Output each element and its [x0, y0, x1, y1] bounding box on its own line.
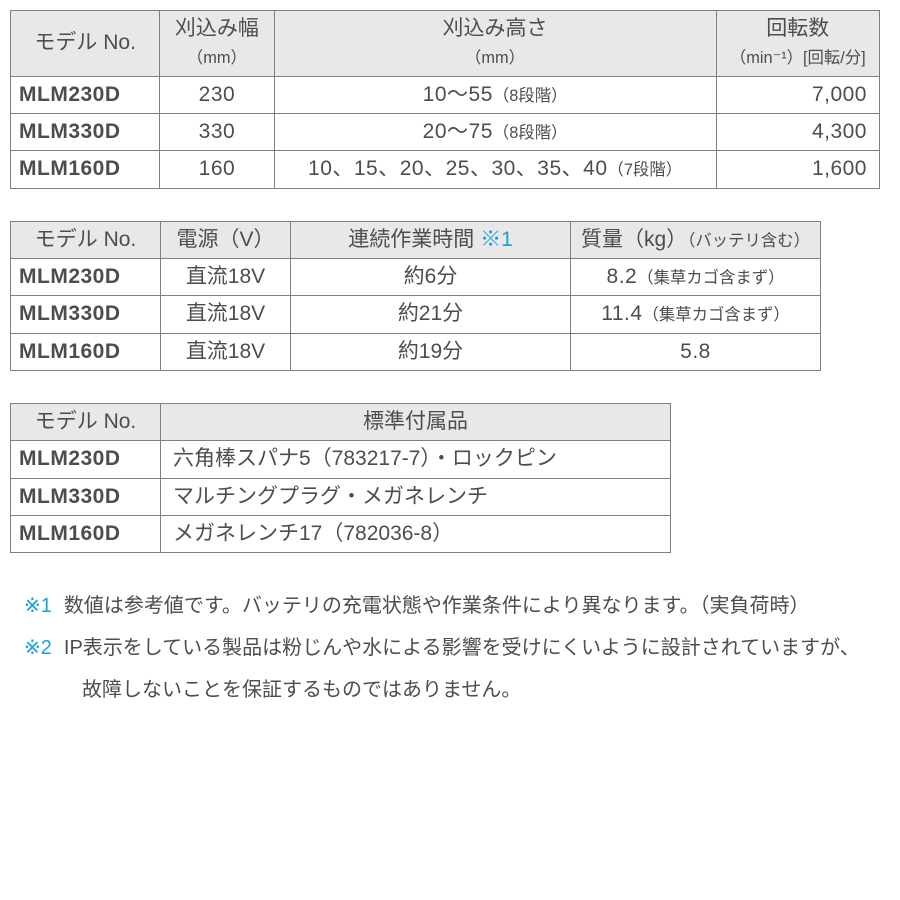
table-row: MLM330Dマルチングプラグ・メガネレンチ: [11, 478, 671, 515]
col-model: モデル No.: [11, 11, 160, 77]
cell-runtime: 約6分: [291, 259, 571, 296]
spec-table-3: モデル No. 標準付属品 MLM230D六角棒スパナ5（783217-7）・ロ…: [10, 403, 671, 553]
footnote-marker: ※1: [24, 585, 52, 627]
cell-model: MLM330D: [11, 478, 161, 515]
cell-rpm: 1,600: [716, 151, 879, 188]
cell-acc: メガネレンチ17（782036-8）: [161, 516, 671, 553]
cell-height: 10〜55（8段階）: [274, 76, 716, 113]
table-row: MLM330D33020〜75（8段階）4,300: [11, 114, 880, 151]
footnote-2: ※2 IP表示をしている製品は粉じんや水による影響を受けにくいように設計されてい…: [24, 627, 880, 669]
footnotes: ※1 数値は参考値です。バッテリの充電状態や作業条件により異なります。（実負荷時…: [10, 585, 880, 711]
table-row: MLM160D直流18V約19分5.8: [11, 333, 821, 370]
cell-width: 230: [160, 76, 274, 113]
table-row: MLM230D23010〜55（8段階）7,000: [11, 76, 880, 113]
cell-model: MLM230D: [11, 76, 160, 113]
cell-model: MLM230D: [11, 441, 161, 478]
footnote-2-cont: 故障しないことを保証するものではありません。: [24, 669, 880, 711]
cell-height: 10、15、20、25、30、35、40（7段階）: [274, 151, 716, 188]
cell-mass: 5.8: [571, 333, 821, 370]
cell-acc: 六角棒スパナ5（783217-7）・ロックピン: [161, 441, 671, 478]
cell-rpm: 7,000: [716, 76, 879, 113]
cell-mass: 11.4（集草カゴ含まず）: [571, 296, 821, 333]
col-power: 電源（V）: [161, 221, 291, 258]
col-mass: 質量（kg）（バッテリ含む）: [571, 221, 821, 258]
cell-mass: 8.2（集草カゴ含まず）: [571, 259, 821, 296]
col-model: モデル No.: [11, 221, 161, 258]
cell-model: MLM160D: [11, 151, 160, 188]
cell-power: 直流18V: [161, 333, 291, 370]
cell-runtime: 約21分: [291, 296, 571, 333]
footnote-text: IP表示をしている製品は粉じんや水による影響を受けにくいように設計されていますが…: [64, 627, 880, 669]
spec-table-2: モデル No. 電源（V） 連続作業時間 ※1 質量（kg）（バッテリ含む） M…: [10, 221, 821, 371]
col-rpm: 回転数（min⁻¹）[回転/分]: [716, 11, 879, 77]
cell-power: 直流18V: [161, 259, 291, 296]
footnote-text: 数値は参考値です。バッテリの充電状態や作業条件により異なります。（実負荷時）: [64, 585, 880, 627]
cell-model: MLM330D: [11, 114, 160, 151]
cell-power: 直流18V: [161, 296, 291, 333]
table-row: MLM230D六角棒スパナ5（783217-7）・ロックピン: [11, 441, 671, 478]
cell-runtime: 約19分: [291, 333, 571, 370]
cell-model: MLM330D: [11, 296, 161, 333]
cell-width: 160: [160, 151, 274, 188]
col-height: 刈込み高さ（mm）: [274, 11, 716, 77]
footnote-1: ※1 数値は参考値です。バッテリの充電状態や作業条件により異なります。（実負荷時…: [24, 585, 880, 627]
cell-acc: マルチングプラグ・メガネレンチ: [161, 478, 671, 515]
cell-width: 330: [160, 114, 274, 151]
col-width: 刈込み幅（mm）: [160, 11, 274, 77]
col-runtime: 連続作業時間 ※1: [291, 221, 571, 258]
table-row: MLM160Dメガネレンチ17（782036-8）: [11, 516, 671, 553]
col-model: モデル No.: [11, 404, 161, 441]
cell-height: 20〜75（8段階）: [274, 114, 716, 151]
cell-rpm: 4,300: [716, 114, 879, 151]
spec-table-1: モデル No. 刈込み幅（mm） 刈込み高さ（mm） 回転数（min⁻¹）[回転…: [10, 10, 880, 189]
table-row: MLM330D直流18V約21分11.4（集草カゴ含まず）: [11, 296, 821, 333]
table-row: MLM160D16010、15、20、25、30、35、40（7段階）1,600: [11, 151, 880, 188]
cell-model: MLM160D: [11, 516, 161, 553]
table-row: MLM230D直流18V約6分8.2（集草カゴ含まず）: [11, 259, 821, 296]
col-acc: 標準付属品: [161, 404, 671, 441]
cell-model: MLM230D: [11, 259, 161, 296]
cell-model: MLM160D: [11, 333, 161, 370]
footnote-marker: ※2: [24, 627, 52, 669]
